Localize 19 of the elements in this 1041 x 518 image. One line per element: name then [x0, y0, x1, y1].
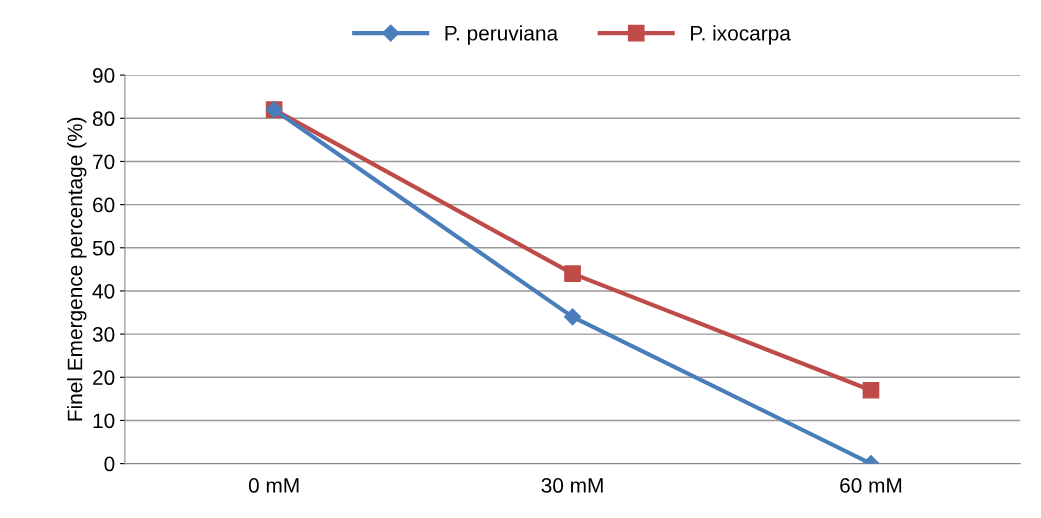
y-tick-label: 10 [93, 413, 115, 429]
y-axis-title: Finel Emergence percentage (%) [67, 117, 87, 421]
y-tick-label: 50 [92, 240, 115, 256]
x-tick-label: 0 mM [248, 478, 299, 493]
legend-label: P. ixocarpa [691, 25, 791, 45]
point [564, 265, 581, 283]
point [862, 381, 880, 399]
y-tick-label: 70 [93, 154, 115, 170]
legend-label: P. peruviana [445, 25, 559, 45]
x-tick-label: 60 mM [840, 478, 902, 493]
x-tick-label: 30 mM [541, 478, 603, 493]
y-tick-label: 0 [104, 456, 115, 472]
y-tick-label: 20 [93, 370, 115, 386]
y-tick-label: 60 [93, 197, 115, 213]
y-tick-label: 30 [92, 327, 115, 342]
y-tick-label: 90 [93, 68, 115, 83]
y-tick-label: 80 [92, 111, 115, 127]
y-tick-label: 40 [92, 283, 115, 299]
point [563, 308, 582, 326]
